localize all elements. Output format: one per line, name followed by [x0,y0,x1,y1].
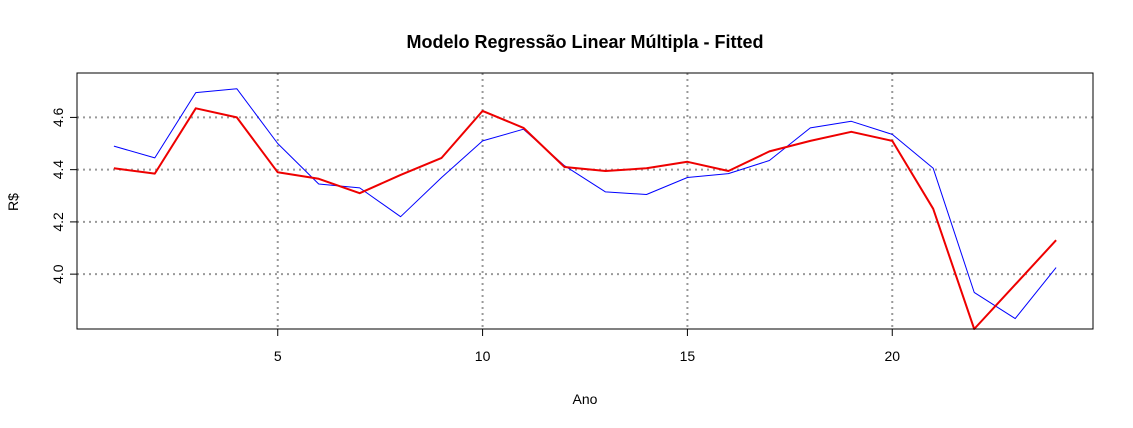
y-axis: 4.0 4.2 4.4 4.6 [50,107,77,284]
y-tick-label: 4.4 [50,160,66,180]
y-axis-label: R$ [5,193,21,211]
y-tick-label: 4.6 [50,107,66,127]
series-group [113,88,1057,330]
plot-frame [76,72,1094,330]
series-line-2 [113,107,1057,330]
y-tick-label: 4.0 [50,264,66,284]
chart-title: Modelo Regressão Linear Múltipla - Fitte… [406,32,763,52]
x-tick-label: 20 [884,348,900,364]
y-tick-label: 4.2 [50,212,66,232]
x-axis-label: Ano [573,391,598,407]
x-tick-label: 15 [680,348,696,364]
grid [77,73,1093,329]
x-tick-label: 5 [274,348,282,364]
series-line-1 [113,88,1057,320]
x-tick-label: 10 [475,348,491,364]
x-axis: 5 10 15 20 [274,329,900,364]
